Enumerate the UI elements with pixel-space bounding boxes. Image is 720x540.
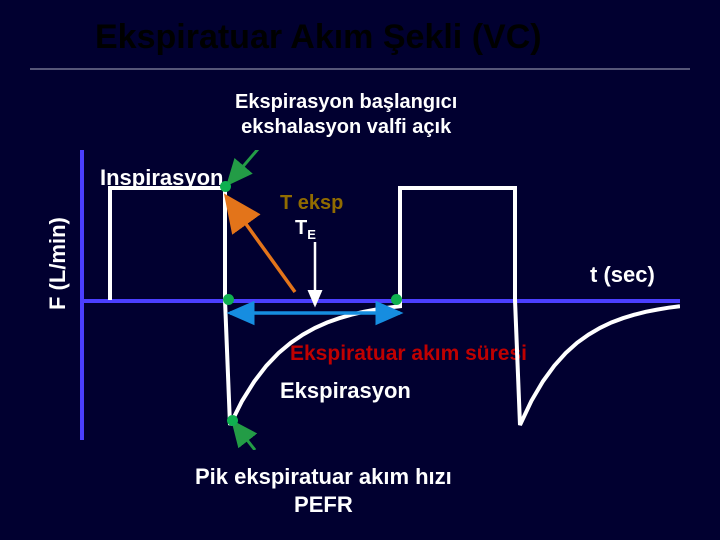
exp-end-dot — [391, 294, 402, 305]
label-pefr: Pik ekspiratuar akım hızı PEFR — [195, 463, 452, 518]
title-divider — [30, 68, 690, 70]
annot-top-line1: Ekspirasyon başlangıcı — [235, 91, 457, 113]
pefr-dot — [227, 415, 238, 426]
y-axis-label: F (L/min) — [45, 217, 71, 310]
baseline-dot — [223, 294, 234, 305]
eksp-akim-arrow — [228, 199, 295, 292]
flow-waveform — [110, 188, 680, 425]
flow-waveform-chart — [80, 150, 680, 450]
annotation-exhalation-start: Ekspirasyon başlangıcı ekshalasyon valfi… — [235, 90, 457, 140]
page-title: Ekspiratuar Akım Şekli (VC) — [95, 18, 542, 57]
pointer-exhalation-start — [228, 150, 270, 184]
insp-end-dot — [220, 181, 231, 192]
pointer-pefr — [233, 422, 255, 450]
annot-top-line2: ekshalasyon valfi açık — [241, 116, 451, 138]
